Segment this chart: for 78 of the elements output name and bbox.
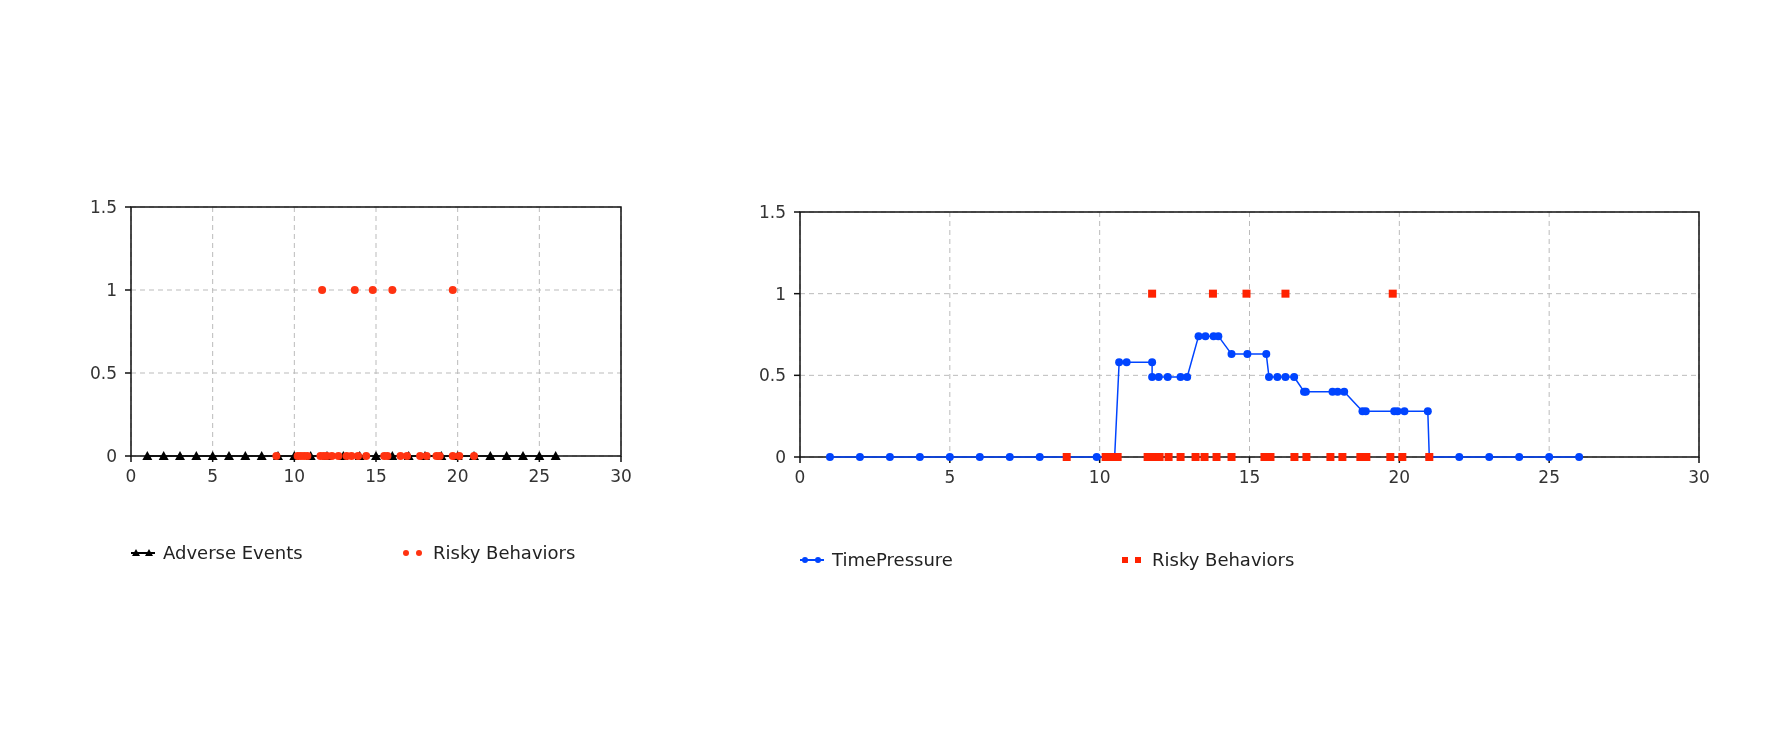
point — [1455, 453, 1464, 461]
point — [1148, 289, 1157, 298]
x-tick-label: 10 — [283, 466, 306, 486]
legend-label: Risky Behaviors — [433, 542, 576, 563]
point — [1243, 350, 1252, 359]
x-tick-label: 20 — [446, 466, 469, 486]
x-tick-label: 5 — [944, 467, 956, 487]
point — [1200, 453, 1209, 461]
point — [1388, 289, 1397, 298]
point — [1340, 387, 1349, 396]
point — [975, 453, 984, 461]
point — [1201, 332, 1210, 341]
point — [1122, 358, 1131, 367]
point — [1194, 332, 1203, 341]
point — [1575, 453, 1584, 461]
legend-label: Adverse Events — [163, 542, 303, 563]
point — [915, 453, 924, 461]
point — [825, 453, 834, 461]
y-tick-label: 0 — [106, 446, 117, 466]
x-tick-label: 20 — [1388, 467, 1411, 487]
y-tick-label: 1 — [106, 280, 117, 300]
x-tick-label: 25 — [1538, 467, 1560, 487]
point — [1423, 407, 1432, 416]
point — [1005, 453, 1014, 461]
point — [945, 453, 954, 461]
point — [885, 453, 894, 461]
y-tick-label: 0.5 — [758, 365, 786, 386]
y-tick-label: 0 — [775, 447, 786, 467]
point — [1545, 453, 1554, 461]
point — [1515, 453, 1524, 461]
point — [1398, 453, 1407, 461]
point — [1485, 453, 1494, 461]
point — [1191, 453, 1200, 461]
point — [1164, 453, 1173, 461]
x-tick-label: 25 — [528, 466, 551, 486]
point — [1212, 453, 1221, 461]
point — [1262, 350, 1271, 359]
legend-label: Risky Behaviors — [1152, 549, 1295, 570]
point — [1062, 453, 1071, 461]
point — [1302, 453, 1311, 461]
y-tick-label: 1.5 — [758, 202, 786, 222]
point — [1092, 453, 1101, 461]
point — [1148, 372, 1157, 381]
legend-label: TimePressure — [831, 549, 953, 570]
point — [1183, 372, 1192, 381]
point — [855, 453, 864, 461]
point — [1154, 372, 1163, 381]
point — [1400, 407, 1409, 416]
point — [1326, 453, 1335, 461]
x-tick-label: 30 — [1688, 467, 1710, 487]
point — [1214, 332, 1223, 341]
point — [1264, 372, 1273, 381]
point — [1290, 453, 1299, 461]
x-tick-label: 15 — [1238, 467, 1261, 487]
point — [1163, 372, 1172, 381]
x-tick-label: 30 — [610, 466, 632, 486]
point — [1242, 289, 1251, 298]
x-tick-label: 5 — [207, 466, 219, 486]
x-tick-label: 0 — [125, 466, 137, 486]
point — [1115, 358, 1124, 367]
point — [1273, 372, 1282, 381]
point — [1290, 372, 1299, 381]
point — [1148, 358, 1157, 367]
x-tick-label: 10 — [1088, 467, 1111, 487]
x-tick-label: 0 — [794, 467, 806, 487]
point — [1208, 289, 1217, 298]
y-tick-label: 1.5 — [89, 197, 117, 217]
point — [1281, 289, 1290, 298]
point — [1338, 453, 1347, 461]
point — [1386, 453, 1395, 461]
y-tick-label: 0.5 — [89, 363, 117, 383]
y-tick-label: 1 — [775, 283, 786, 304]
point — [1281, 372, 1290, 381]
point — [1227, 453, 1236, 461]
point — [1035, 453, 1044, 461]
point — [1227, 350, 1236, 359]
point — [1176, 453, 1185, 461]
x-tick-label: 15 — [365, 466, 387, 486]
